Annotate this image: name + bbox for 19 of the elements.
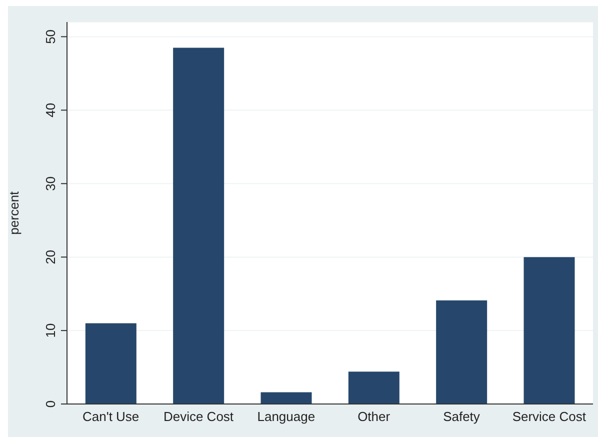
y-tick-label: 40 — [43, 102, 58, 118]
y-tick-label: 0 — [43, 400, 58, 408]
y-tick-label: 10 — [43, 323, 58, 338]
y-axis-title: percent — [6, 190, 22, 235]
bar — [436, 300, 488, 404]
x-tick-label: Can't Use — [82, 409, 140, 424]
bar — [260, 392, 312, 404]
x-tick-label: Safety — [443, 409, 480, 424]
x-tick-label: Service Cost — [512, 409, 586, 424]
bar — [173, 48, 224, 404]
y-tick-label: 20 — [43, 250, 58, 264]
bar — [85, 323, 136, 404]
x-tick-label: Language — [257, 409, 316, 424]
x-tick-label: Other — [358, 409, 391, 424]
x-tick-label: Device Cost — [163, 409, 234, 424]
bar — [524, 257, 575, 404]
y-tick-label: 50 — [43, 29, 58, 44]
y-tick-label: 30 — [43, 176, 58, 191]
bar — [348, 372, 400, 404]
